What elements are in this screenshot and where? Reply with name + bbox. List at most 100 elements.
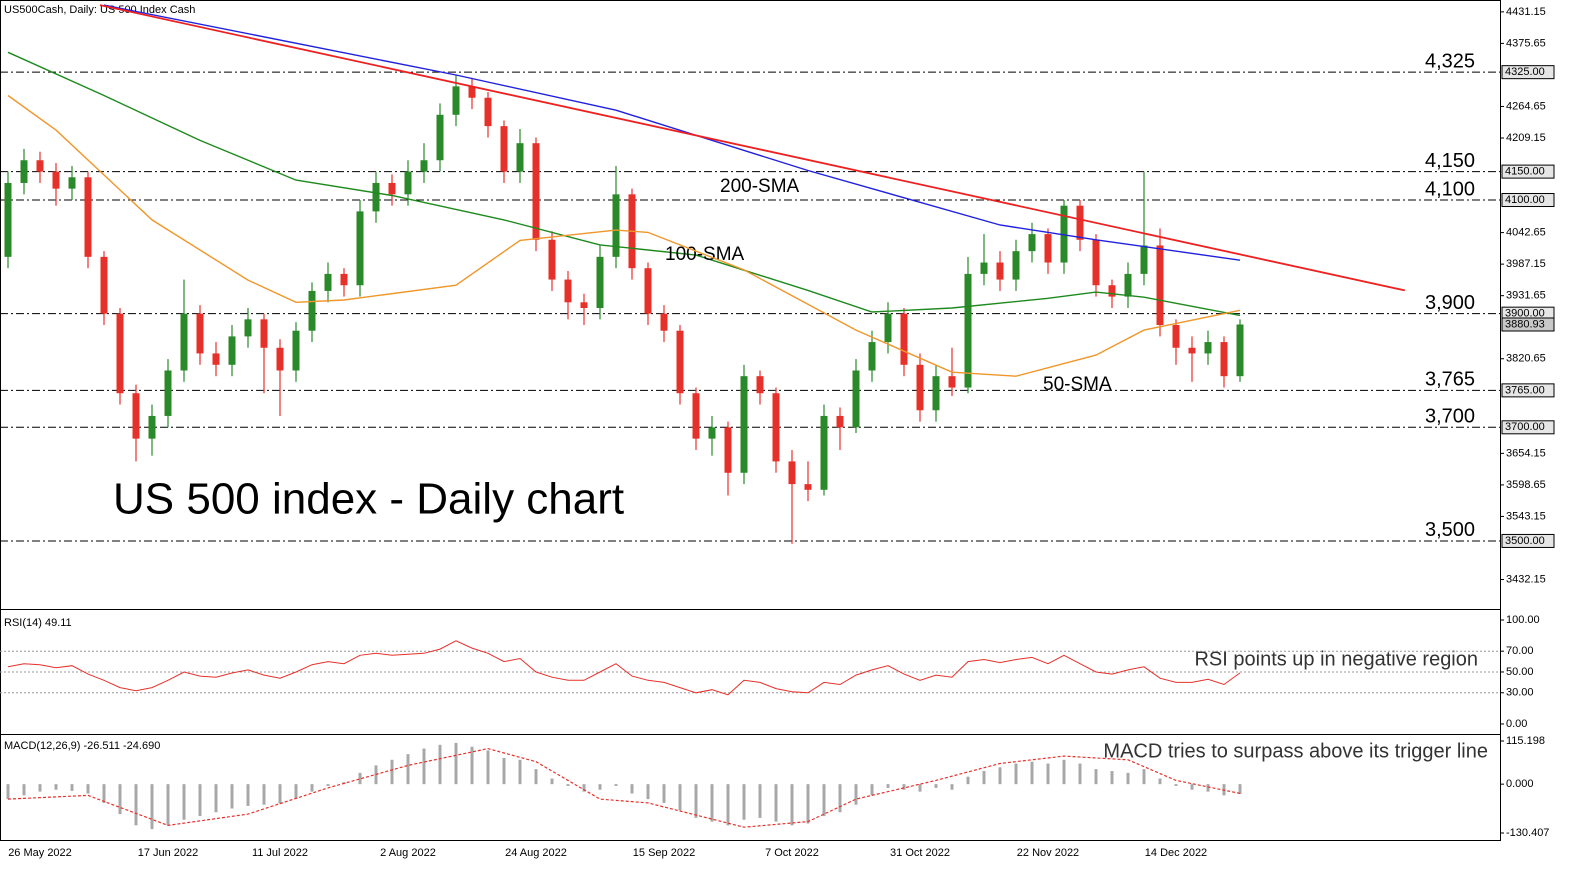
macd-bar	[1062, 759, 1066, 785]
macd-bar	[966, 776, 970, 785]
level-tick-label: 3500.00	[1505, 535, 1545, 547]
y-tick-label: 4431.15	[1506, 6, 1546, 18]
macd-bar	[790, 784, 794, 826]
level-tick-label: 3700.00	[1505, 421, 1545, 433]
candle-body	[212, 353, 220, 365]
sma-line	[7, 94, 1241, 377]
macd-bar	[566, 784, 570, 787]
level-label: 3,700	[1425, 406, 1475, 428]
macd-bar	[86, 784, 90, 794]
candle-body	[772, 393, 780, 462]
macd-bar	[646, 784, 650, 800]
macd-bar	[1158, 778, 1162, 785]
candle-body	[1204, 342, 1212, 354]
macd-bar	[614, 784, 618, 787]
candle-body	[340, 273, 348, 286]
candle-body	[52, 171, 60, 189]
level-tick-box	[1501, 164, 1555, 179]
y-tick-label: 4375.65	[1506, 37, 1546, 49]
candle-body	[532, 143, 540, 240]
price-tick-label: 3880.93	[1505, 318, 1545, 330]
candle-body	[580, 302, 588, 308]
macd-bar	[854, 784, 858, 805]
candle-body	[4, 182, 12, 257]
macd-bar	[1110, 771, 1114, 785]
y-tick-label: 3654.15	[1506, 447, 1546, 459]
macd-bar	[134, 784, 138, 826]
candle-body	[292, 330, 300, 371]
macd-bar	[326, 784, 330, 787]
trend-line	[99, 4, 1405, 292]
candle-body	[1076, 205, 1084, 240]
frame	[0, 0, 1501, 841]
candle-body	[596, 256, 604, 308]
candle-body	[1092, 239, 1100, 286]
candle-body	[1012, 251, 1020, 280]
x-tick-label: 7 Oct 2022	[765, 847, 819, 859]
macd-bar	[982, 771, 986, 785]
macd-bar	[1078, 763, 1082, 785]
macd-bar	[390, 759, 394, 785]
macd-bar	[470, 746, 474, 785]
macd-bar	[742, 784, 746, 820]
candle-body	[452, 86, 460, 115]
macd-bar	[102, 784, 106, 803]
rsi-line	[7, 640, 1241, 696]
candle-body	[84, 177, 92, 257]
sma-line	[103, 4, 1241, 261]
macd-bar	[1190, 784, 1194, 790]
sma-line	[7, 51, 1241, 317]
x-tick-label: 15 Sep 2022	[633, 847, 695, 859]
macd-bar	[1142, 769, 1146, 785]
macd-bar	[806, 784, 810, 824]
macd-bar	[38, 784, 42, 792]
x-tick-label: 14 Dec 2022	[1145, 847, 1207, 859]
macd-bar	[534, 769, 538, 785]
macd-bar	[774, 784, 778, 822]
level-tick-label: 4100.00	[1505, 194, 1545, 206]
x-tick-label: 24 Aug 2022	[505, 847, 567, 859]
level-tick-box	[1501, 65, 1555, 80]
x-tick-label: 17 Jun 2022	[138, 847, 199, 859]
chart-annotation: US 500 index - Daily chart	[113, 475, 624, 524]
macd-bar	[406, 754, 410, 785]
candle-body	[788, 461, 796, 485]
candle-body	[852, 370, 860, 428]
candle-body	[564, 279, 572, 303]
macd-bar	[550, 778, 554, 785]
candle-body	[884, 313, 892, 343]
level-tick-label: 3900.00	[1505, 308, 1545, 320]
candle-body	[324, 273, 332, 291]
y-tick-label: 50.00	[1506, 666, 1534, 678]
candle-body	[676, 330, 684, 394]
candle-body	[1124, 273, 1132, 297]
level-tick-box	[1501, 533, 1555, 548]
x-tick-label: 2 Aug 2022	[380, 847, 436, 859]
macd-bar	[694, 784, 698, 818]
macd-bar	[1126, 772, 1130, 785]
macd-bar	[518, 759, 522, 785]
rsi-title: RSI(14) 49.11	[4, 617, 72, 629]
level-label: 3,500	[1425, 519, 1475, 541]
candle-body	[356, 211, 364, 286]
rsi-annotation: RSI points up in negative region	[1194, 648, 1478, 670]
macd-bar	[950, 784, 954, 790]
macd-bar	[630, 784, 634, 794]
candle-body	[708, 427, 716, 439]
macd-bar	[1174, 784, 1178, 787]
macd-bar	[54, 784, 58, 790]
candle-body	[916, 364, 924, 411]
macd-bar	[598, 784, 602, 790]
candle-body	[68, 177, 76, 189]
candle-body	[756, 376, 764, 394]
y-tick-label: 4209.15	[1506, 132, 1546, 144]
macd-bar	[758, 784, 762, 818]
x-tick-label: 31 Oct 2022	[890, 847, 950, 859]
macd-bar	[182, 784, 186, 820]
level-tick-label: 3765.00	[1505, 384, 1545, 396]
macd-bar	[246, 784, 250, 806]
macd-bar	[150, 784, 154, 830]
macd-bar	[662, 784, 666, 803]
macd-bar	[998, 767, 1002, 785]
